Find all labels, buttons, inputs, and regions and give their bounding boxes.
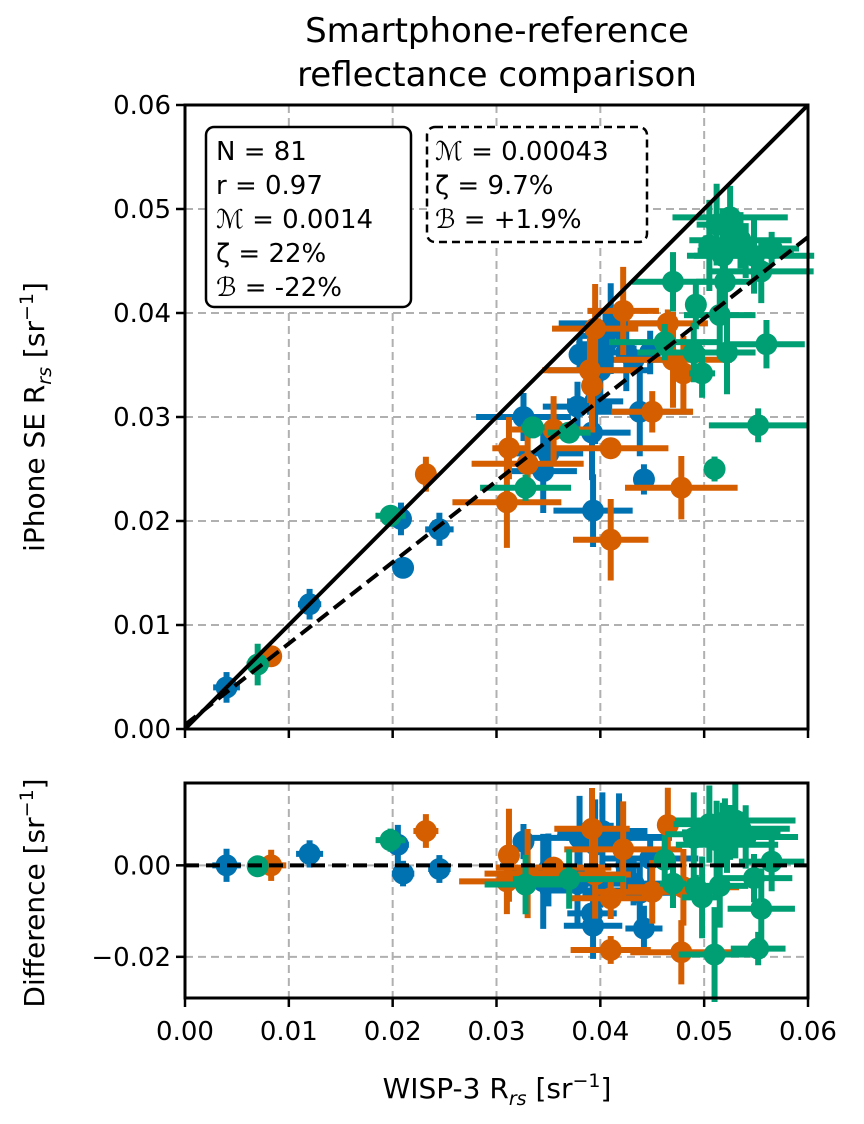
data-point xyxy=(760,237,783,260)
data-point xyxy=(495,491,518,514)
y-tick-label: 0.05 xyxy=(113,195,171,225)
data-point xyxy=(514,476,537,499)
data-point xyxy=(713,270,736,293)
x-tick-label: 0.06 xyxy=(779,1017,837,1047)
data-point xyxy=(414,820,437,843)
data-point xyxy=(379,829,402,852)
data-point xyxy=(760,850,783,873)
main-panel: N = 81 r = 0.97 ℳ = 0.0014 ζ = 22% ℬ = -22% ℳ… xyxy=(113,91,815,745)
data-point xyxy=(691,886,714,909)
data-point xyxy=(755,333,778,356)
data-point xyxy=(599,938,622,961)
data-point xyxy=(641,880,664,903)
main-y-axis-label: iPhone SE Rrs [sr−1] xyxy=(16,282,56,552)
data-point xyxy=(428,858,451,880)
x-tick-label: 0.05 xyxy=(675,1017,733,1047)
fit-line-dashed xyxy=(183,235,810,727)
diff-y-axis-label: Difference [sr−1] xyxy=(16,778,51,1007)
data-point xyxy=(379,504,402,527)
stats-box-solid xyxy=(204,125,413,309)
data-point xyxy=(599,437,622,460)
data-point xyxy=(703,943,726,966)
stats-line: ζ = 22% xyxy=(216,239,326,269)
data-point xyxy=(612,299,635,322)
x-tick-label: 0.00 xyxy=(156,1017,214,1047)
data-point xyxy=(392,862,415,885)
x-tick-label: 0.03 xyxy=(468,1017,526,1047)
data-point xyxy=(516,452,539,475)
y-tick-label: 0.03 xyxy=(113,403,171,433)
data-point xyxy=(558,421,581,444)
data-point xyxy=(656,814,679,837)
stats-line-dashed: ℳ = 0.00043 xyxy=(435,137,609,167)
data-point xyxy=(612,838,635,861)
data-point xyxy=(497,844,520,867)
stats-line-dashed: ℬ = +1.9% xyxy=(435,205,582,235)
x-tick-label: 0.04 xyxy=(571,1017,629,1047)
data-point xyxy=(747,414,770,437)
chart-title-line1: Smartphone-reference xyxy=(305,11,689,51)
y-tick-label: 0.02 xyxy=(113,507,171,537)
data-point xyxy=(582,914,605,937)
stats-box-dashed xyxy=(425,125,649,244)
data-point xyxy=(215,854,238,877)
y-tick-label: 0.00 xyxy=(113,851,171,881)
y-tick-label: 0.04 xyxy=(113,299,171,329)
data-point xyxy=(747,937,770,960)
data-point xyxy=(750,897,773,920)
data-point xyxy=(392,556,415,579)
data-point xyxy=(684,293,707,316)
data-point xyxy=(558,868,581,891)
data-point xyxy=(734,825,757,848)
stats-line: ℳ = 0.0014 xyxy=(216,205,373,235)
y-tick-label: −0.02 xyxy=(91,943,171,973)
stats-line-dashed: ζ = 9.7% xyxy=(435,171,554,201)
data-point xyxy=(428,518,451,541)
data-point xyxy=(653,331,676,354)
data-point xyxy=(703,458,726,480)
data-point xyxy=(691,362,714,385)
x-tick-label: 0.01 xyxy=(260,1017,318,1047)
data-point xyxy=(672,362,695,385)
data-point xyxy=(641,400,664,423)
y-tick-label: 0.00 xyxy=(113,715,171,745)
stats-line: ℬ = -22% xyxy=(216,273,342,303)
data-point xyxy=(599,528,622,551)
data-point xyxy=(497,437,520,460)
chart-title-line2: reflectance comparison xyxy=(297,55,697,95)
difference-panel: 0.00 −0.02 0.00 0.01 0.02 0.03 0.04 0.05 0.06 xyxy=(91,781,837,1047)
data-point xyxy=(521,416,544,439)
one-to-one-line xyxy=(183,103,810,731)
data-point xyxy=(298,842,321,865)
data-point xyxy=(670,476,693,499)
x-tick-label: 0.02 xyxy=(364,1017,422,1047)
data-point xyxy=(542,856,565,879)
y-tick-label: 0.01 xyxy=(113,611,171,641)
data-point xyxy=(581,374,604,397)
x-axis-label: WISP-3 Rrs [sr−1] xyxy=(383,1070,612,1110)
data-point xyxy=(581,817,604,840)
stats-line: N = 81 xyxy=(216,137,307,167)
stats-line: r = 0.97 xyxy=(216,171,323,201)
y-tick-label: 0.06 xyxy=(113,91,171,121)
data-point xyxy=(662,270,685,293)
data-point xyxy=(582,499,605,522)
data-point xyxy=(662,872,685,895)
